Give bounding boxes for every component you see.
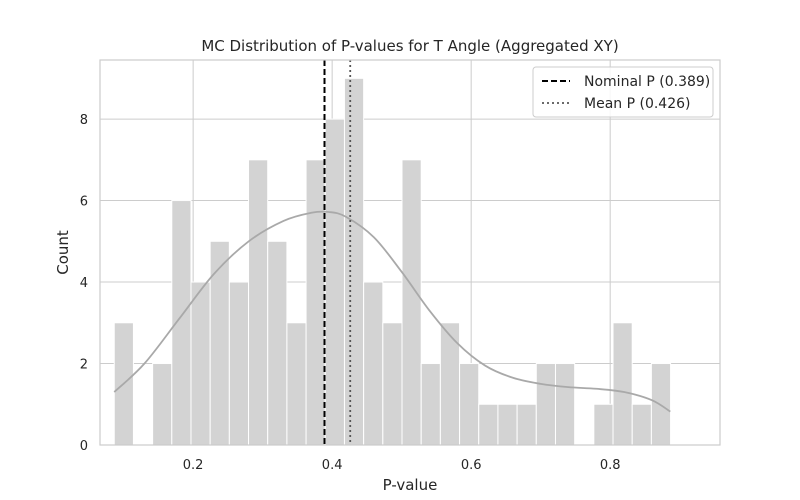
- histogram-bar: [190, 281, 211, 446]
- histogram-bar: [363, 281, 384, 446]
- histogram-bar: [209, 240, 230, 446]
- y-axis-title: Count: [54, 230, 72, 275]
- y-tick-label: 0: [80, 439, 88, 454]
- histogram-bar: [459, 363, 480, 446]
- legend: Nominal P (0.389) Mean P (0.426): [532, 66, 714, 118]
- histogram-bar: [305, 159, 326, 446]
- histogram-bar: [420, 363, 441, 446]
- y-tick-label: 4: [80, 276, 88, 291]
- kde-curve: [113, 210, 671, 413]
- histogram-bar: [382, 322, 403, 446]
- legend-nominal-label: Nominal P (0.389): [584, 74, 710, 90]
- y-tick-label: 8: [80, 113, 88, 128]
- legend-box: [532, 66, 714, 118]
- histogram-bar: [535, 363, 556, 446]
- kde-layer: [113, 210, 671, 413]
- x-tick-label: 0.6: [461, 458, 482, 473]
- histogram-bar: [343, 77, 365, 446]
- histogram-bars: [113, 77, 672, 446]
- histogram-bar: [631, 403, 652, 446]
- legend-mean-label: Mean P (0.426): [584, 96, 691, 112]
- y-tick-label: 2: [80, 358, 88, 373]
- x-tick-label: 0.2: [183, 458, 204, 473]
- histogram-bar: [401, 159, 422, 446]
- reference-lines: [323, 60, 352, 445]
- histogram-bar: [497, 403, 518, 446]
- histogram-bar: [554, 363, 576, 446]
- histogram-bar: [593, 403, 614, 446]
- x-axis-title: P-value: [383, 476, 438, 494]
- x-tick-label: 0.8: [600, 458, 621, 473]
- histogram-bar: [228, 281, 250, 446]
- histogram-bar: [324, 118, 345, 446]
- histogram-bar: [267, 240, 288, 446]
- histogram-bar: [248, 159, 269, 446]
- histogram-bar: [612, 322, 633, 446]
- histogram-bar: [439, 322, 461, 446]
- histogram-bar: [286, 322, 307, 446]
- chart-title: MC Distribution of P-values for T Angle …: [201, 37, 618, 55]
- y-tick-label: 6: [80, 195, 88, 210]
- plot-frame: [99, 59, 721, 446]
- x-tick-label: 0.4: [322, 458, 343, 473]
- histogram-bar: [516, 403, 537, 446]
- histogram-bar: [171, 200, 192, 446]
- tick-labels: 0.2 0.4 0.6 0.8 0 2 4 6 8: [80, 113, 621, 473]
- histogram-bar: [152, 363, 173, 446]
- histogram-bar: [478, 403, 499, 446]
